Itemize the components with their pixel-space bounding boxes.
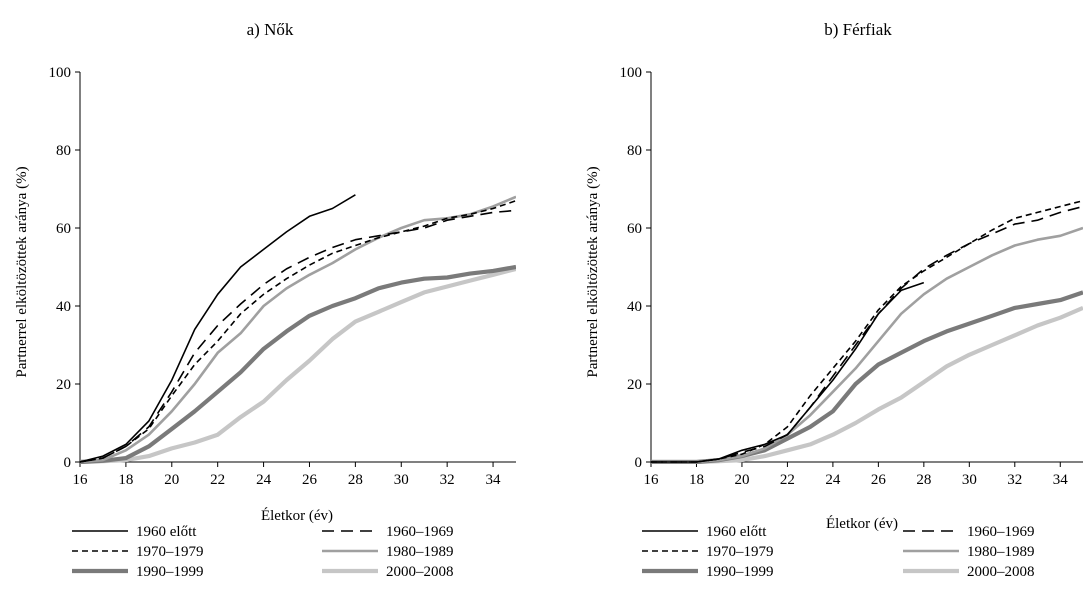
x-tick-label: 22 — [210, 472, 225, 488]
y-axis-label: Partnerrel elköltözöttek aránya (%) — [585, 166, 601, 377]
x-tick-label: 24 — [825, 472, 841, 488]
y-tick-label: 80 — [627, 143, 642, 159]
series-line-1970–1979 — [80, 199, 516, 463]
y-tick-label: 20 — [56, 377, 71, 393]
legend-label: 2000–2008 — [967, 564, 1035, 580]
x-tick-label: 32 — [440, 472, 455, 488]
x-axis-label: Életkor (év) — [826, 515, 898, 532]
legend-label: 1980–1989 — [967, 544, 1035, 560]
y-tick-label: 100 — [49, 65, 72, 81]
x-tick-label: 20 — [164, 472, 179, 488]
legend-label: 1990–1999 — [136, 564, 204, 580]
series-line-1990–1999 — [651, 290, 1083, 464]
x-tick-label: 34 — [1053, 472, 1069, 488]
panel-b: b) Férfiak 0 20 40 60 80 100 16 18 20 22 24 26 28 30 32… — [585, 20, 1083, 580]
legend-label: 1990–1999 — [706, 564, 774, 580]
series-line-1990–1999 — [80, 264, 516, 464]
chart-title: a) Nők — [247, 20, 294, 39]
x-tick-label: 30 — [394, 472, 409, 488]
legend-label: 1960–1969 — [386, 524, 454, 540]
y-tick-label: 0 — [635, 455, 643, 471]
legend-label: 1960–1969 — [967, 524, 1035, 540]
y-axis-label: Partnerrel elköltözöttek aránya (%) — [14, 166, 30, 377]
panel-a: a) Nők 0 20 40 60 80 100 16 18 20 22 24 26 28 30 32 34 Pa… — [14, 20, 516, 580]
x-tick-label: 16 — [73, 472, 89, 488]
x-tick-label: 18 — [118, 472, 133, 488]
x-tick-label: 18 — [689, 472, 704, 488]
x-tick-label: 26 — [302, 472, 318, 488]
series-line-1960–1969 — [651, 205, 1083, 463]
x-tick-label: 34 — [486, 472, 502, 488]
y-tick-label: 80 — [56, 143, 71, 159]
legend-label: 1960 előtt — [136, 524, 197, 540]
series-line-2000–2008 — [80, 266, 516, 464]
series-line-1980–1989 — [651, 226, 1083, 464]
y-tick-label: 100 — [620, 65, 643, 81]
legend-label: 1970–1979 — [136, 544, 204, 560]
series-line-1980–1989 — [80, 195, 516, 464]
y-tick-label: 60 — [56, 221, 71, 237]
y-tick-label: 20 — [627, 377, 642, 393]
y-tick-label: 60 — [627, 221, 642, 237]
series-line-1960 előtt — [80, 194, 356, 463]
x-axis-label: Életkor (év) — [261, 507, 333, 524]
x-tick-label: 30 — [962, 472, 977, 488]
x-tick-label: 32 — [1007, 472, 1022, 488]
series-line-1960 előtt — [651, 281, 925, 463]
y-tick-label: 40 — [627, 299, 642, 315]
legend-label: 1960 előtt — [706, 524, 767, 540]
x-tick-label: 28 — [348, 472, 363, 488]
x-tick-label: 16 — [644, 472, 660, 488]
x-tick-label: 28 — [916, 472, 931, 488]
x-tick-label: 20 — [734, 472, 749, 488]
x-tick-label: 24 — [256, 472, 272, 488]
chart-title: b) Férfiak — [824, 20, 892, 39]
y-tick-label: 40 — [56, 299, 71, 315]
y-tick-label: 0 — [64, 455, 72, 471]
legend-label: 1970–1979 — [706, 544, 774, 560]
series-line-1960–1969 — [80, 209, 516, 463]
legend-label: 1980–1989 — [386, 544, 454, 560]
x-tick-label: 22 — [780, 472, 795, 488]
legend-label: 2000–2008 — [386, 564, 454, 580]
x-tick-label: 26 — [871, 472, 887, 488]
